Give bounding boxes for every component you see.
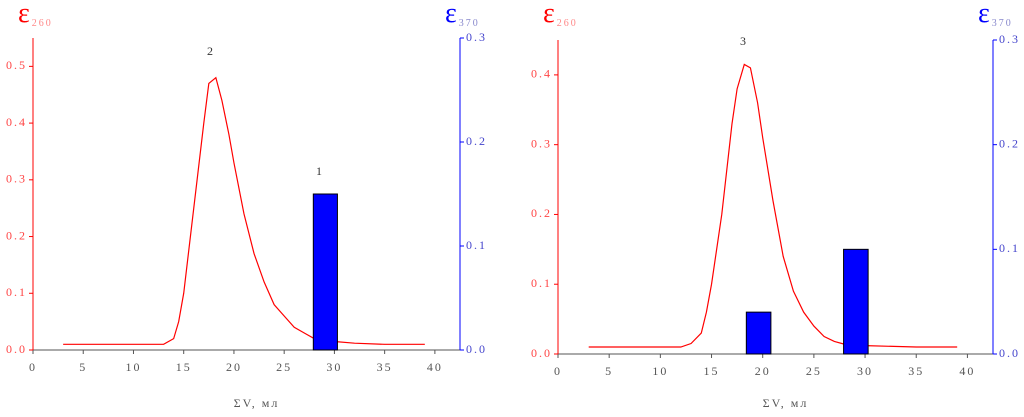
y-tick-label: 0.0 — [531, 346, 552, 360]
annotation: 3 — [740, 34, 748, 48]
x-tick-label: 25 — [276, 360, 292, 374]
y2-tick-label: 0.1 — [999, 241, 1020, 255]
x-tick-label: 35 — [377, 360, 393, 374]
x-axis-label: ΣV, мл — [763, 396, 809, 410]
y2-axis-label-symbol: ε — [445, 0, 459, 29]
x-tick-label: 15 — [704, 364, 720, 378]
x-tick-label: 40 — [427, 360, 443, 374]
y2-tick-label: 0.3 — [999, 32, 1020, 46]
x-tick-label: 15 — [176, 360, 192, 374]
x-tick-label: 40 — [959, 364, 975, 378]
y2-axis-label-sub: 370 — [992, 18, 1013, 29]
y-tick-label: 0.4 — [531, 67, 552, 81]
y2-tick-label: 0.2 — [999, 136, 1020, 150]
y2-tick-label: 0.0 — [999, 346, 1020, 360]
y2-tick-label: 0.0 — [466, 342, 487, 356]
x-tick-label: 35 — [908, 364, 924, 378]
y2-axis-label: ε370 — [978, 0, 1013, 29]
y-axis-label-sub: 260 — [32, 18, 53, 29]
y-axis-label-sub: 260 — [557, 18, 578, 29]
bar — [312, 193, 338, 351]
y-tick-label: 0.0 — [6, 342, 27, 356]
y-tick-label: 0.2 — [531, 206, 552, 220]
y2-tick-label: 0.3 — [466, 30, 487, 44]
bar — [745, 311, 772, 355]
x-tick-label: 20 — [226, 360, 242, 374]
x-tick-label: 30 — [857, 364, 873, 378]
annotation: 1 — [316, 164, 324, 178]
x-axis-label: ΣV, мл — [234, 396, 280, 410]
y-axis-label-symbol: ε — [18, 0, 32, 29]
x-tick-label: 10 — [652, 364, 668, 378]
y-tick-label: 0.3 — [6, 172, 27, 186]
annotation: 2 — [207, 44, 215, 58]
y2-tick-label: 0.1 — [466, 238, 487, 252]
y-tick-label: 0.2 — [6, 228, 27, 242]
x-tick-label: 0 — [29, 360, 37, 374]
y2-axis-label-symbol: ε — [978, 0, 992, 29]
y-tick-label: 0.1 — [6, 285, 27, 299]
y2-axis-label: ε370 — [445, 0, 480, 29]
y-tick-label: 0.1 — [531, 276, 552, 290]
y2-axis-label-sub: 370 — [459, 18, 480, 29]
y-axis-label: ε260 — [543, 0, 578, 29]
x-tick-label: 30 — [326, 360, 342, 374]
y-tick-label: 0.4 — [6, 115, 27, 129]
y-tick-label: 0.5 — [6, 58, 27, 72]
x-tick-label: 25 — [806, 364, 822, 378]
x-tick-label: 5 — [605, 364, 613, 378]
x-tick-label: 20 — [755, 364, 771, 378]
y2-tick-label: 0.2 — [466, 134, 487, 148]
x-tick-label: 0 — [554, 364, 562, 378]
x-tick-label: 5 — [79, 360, 87, 374]
bar — [843, 248, 869, 355]
line — [588, 63, 958, 348]
y-tick-label: 0.3 — [531, 136, 552, 150]
line — [63, 76, 425, 345]
x-tick-label: 10 — [125, 360, 141, 374]
y-axis-label: ε260 — [18, 0, 53, 29]
y-axis-label-symbol: ε — [543, 0, 557, 29]
